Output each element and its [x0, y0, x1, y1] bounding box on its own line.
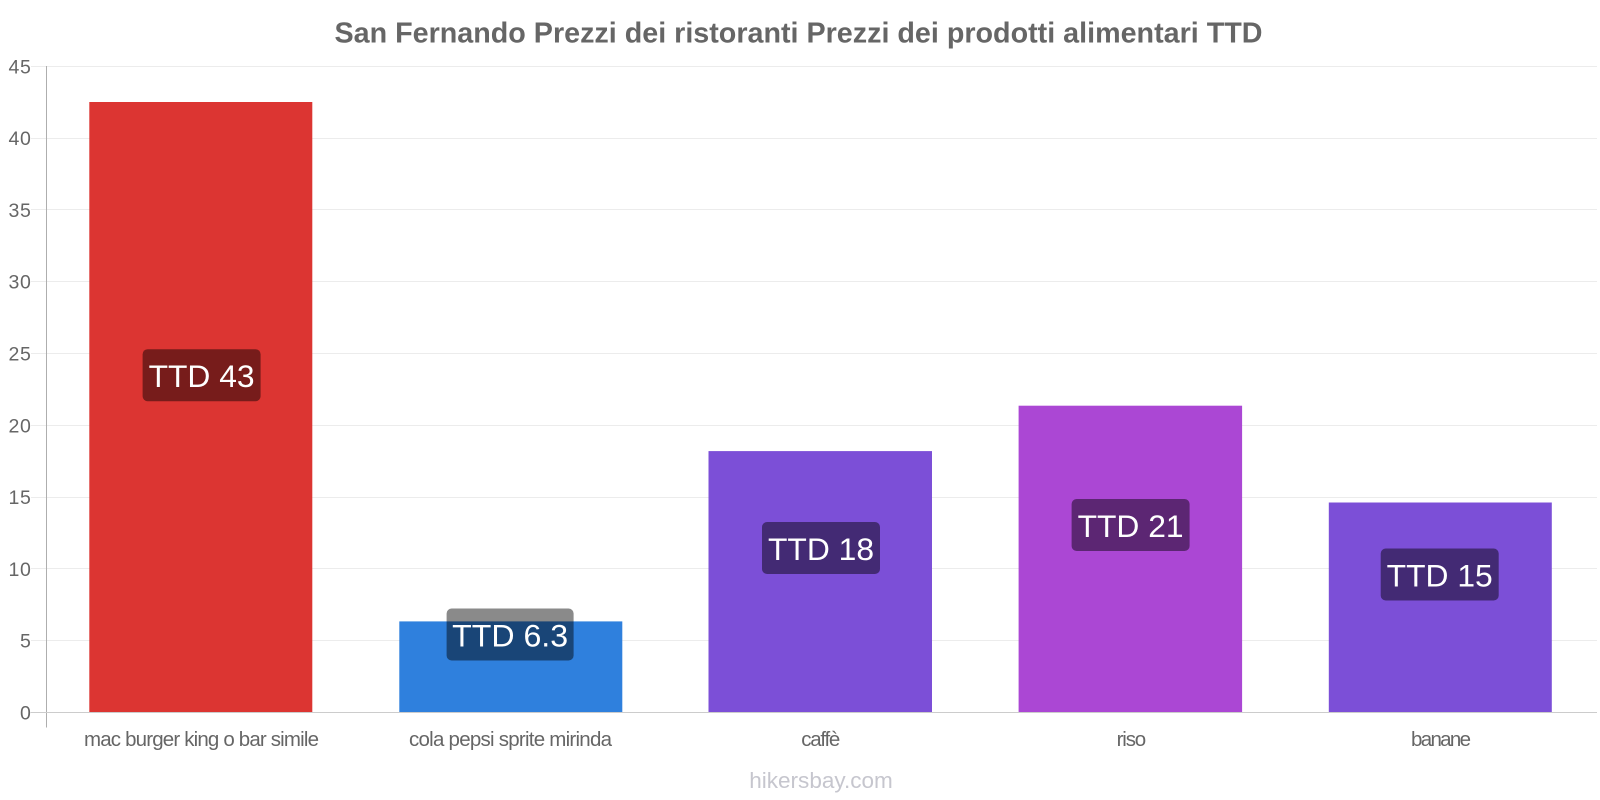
svg-text:caffè: caffè	[801, 728, 840, 751]
svg-text:riso: riso	[1117, 728, 1147, 751]
svg-text:San Fernando Prezzi dei ristor: San Fernando Prezzi dei ristoranti Prezz…	[335, 18, 1263, 50]
svg-text:TTD 15: TTD 15	[1387, 559, 1493, 594]
svg-text:hikersbay.com: hikersbay.com	[749, 768, 893, 793]
svg-text:30: 30	[9, 272, 31, 294]
svg-text:15: 15	[9, 487, 31, 509]
svg-text:35: 35	[9, 200, 31, 222]
svg-text:20: 20	[9, 415, 31, 437]
svg-text:TTD 43: TTD 43	[149, 359, 255, 394]
svg-text:10: 10	[9, 559, 31, 581]
svg-text:25: 25	[9, 344, 31, 366]
svg-text:TTD 18: TTD 18	[768, 532, 874, 567]
svg-text:banane: banane	[1411, 728, 1471, 751]
svg-text:mac burger king o bar simile: mac burger king o bar simile	[84, 728, 319, 751]
svg-text:45: 45	[9, 56, 31, 78]
svg-text:5: 5	[20, 631, 31, 653]
svg-text:40: 40	[9, 128, 31, 150]
svg-text:TTD 21: TTD 21	[1078, 509, 1184, 544]
svg-text:TTD 6.3: TTD 6.3	[452, 619, 568, 654]
svg-text:0: 0	[20, 703, 31, 725]
svg-text:cola pepsi sprite mirinda: cola pepsi sprite mirinda	[409, 728, 613, 751]
